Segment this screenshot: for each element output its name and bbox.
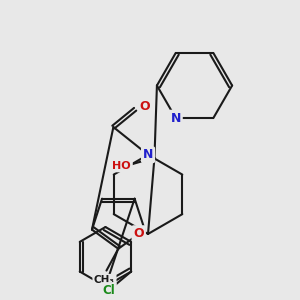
Text: CH₃: CH₃ — [94, 275, 115, 286]
Text: O: O — [140, 100, 150, 113]
Text: N: N — [170, 112, 181, 124]
Text: O: O — [134, 227, 144, 240]
Text: HO: HO — [112, 161, 131, 171]
Text: Cl: Cl — [102, 284, 115, 297]
Text: N: N — [143, 148, 153, 161]
